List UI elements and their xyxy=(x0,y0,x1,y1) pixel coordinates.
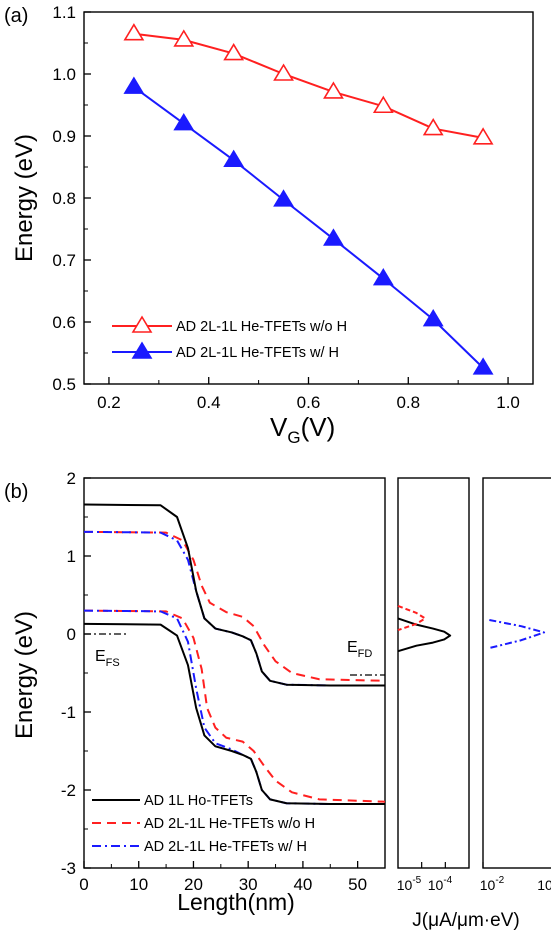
a-point-2 xyxy=(422,308,444,327)
a-point-1 xyxy=(323,81,344,99)
b-ytick-label: -3 xyxy=(61,859,76,878)
a-xtick-label: 0.4 xyxy=(197,393,221,412)
side1-current-1 xyxy=(397,617,452,653)
efs-sub: FS xyxy=(106,657,120,669)
side2-current-1 xyxy=(489,618,546,650)
side1-frame xyxy=(397,477,470,869)
a-xtick-label: 0.8 xyxy=(396,393,420,412)
a-series-line-1 xyxy=(133,32,484,139)
a-point-2 xyxy=(372,268,394,286)
b-ytick-label: -2 xyxy=(61,781,76,800)
a-point-2 xyxy=(223,149,245,167)
b-conduction-band-2 xyxy=(83,530,386,682)
a-point-2 xyxy=(123,76,145,94)
b-ytick-label: 1 xyxy=(67,547,76,566)
b-xtick-label: 30 xyxy=(239,875,258,894)
panel-a-ticks: 0.2 0.4 0.6 0.8 1.0 0.5 0.6 0.7 0.8 0.9 1.0 1.1 xyxy=(52,3,520,412)
a-point-1 xyxy=(472,127,494,145)
a-point-1 xyxy=(273,63,294,81)
panel-b-series xyxy=(83,503,386,806)
a-point-1 xyxy=(372,95,394,114)
a-xtick-label: 0.6 xyxy=(297,393,321,412)
b-ytick-label: 0 xyxy=(67,625,76,644)
b-ytick-label: -1 xyxy=(61,703,76,722)
efs-annotation: EFS xyxy=(95,648,120,669)
panel-a-xlabel-suffix: (V) xyxy=(301,412,336,442)
a-point-1 xyxy=(123,23,145,41)
a-ytick-label: 0.6 xyxy=(52,313,76,332)
b-valence-band-1 xyxy=(83,622,385,806)
panel-a: (a) 0.2 0.4 0.6 0.8 1.0 0.5 0.6 0.7 0.8 0.9 1.0 1.1… xyxy=(4,3,534,447)
b-xtick-label: 20 xyxy=(184,875,203,894)
panel-b-legend: AD 1L Ho-TFETs AD 2L-1L He-TFETs w/o H A… xyxy=(92,793,315,855)
a-point-1 xyxy=(223,42,245,61)
panel-b-xlabel: Length(nm) xyxy=(177,889,295,915)
current-axis-label: J(μA/μm·eV) xyxy=(412,910,519,931)
side2-xtick-exp: -2 xyxy=(495,875,504,886)
legend-label-a-1: AD 2L-1L He-TFETs w/o H xyxy=(176,319,347,335)
b-xtick-label: 40 xyxy=(293,875,312,894)
a-ytick-label: 0.9 xyxy=(52,127,76,146)
a-point-2 xyxy=(173,113,195,131)
efd-annotation: EFD xyxy=(347,639,372,660)
a-point-2 xyxy=(472,357,494,375)
legend-label-b-1: AD 1L Ho-TFETs xyxy=(144,793,253,809)
legend-label-b-3: AD 2L-1L He-TFETs w/ H xyxy=(144,839,307,855)
panel-b-ylabel: Energy (eV) xyxy=(11,611,38,739)
efd-sub: FD xyxy=(358,648,373,660)
panel-a-xlabel-sub: G xyxy=(287,428,300,447)
panel-a-xlabel-main: V xyxy=(270,412,288,442)
side1-xtick-exp: -5 xyxy=(412,875,421,886)
panel-a-series xyxy=(123,23,494,375)
side1-xtick-exp: -4 xyxy=(443,875,452,886)
a-point-1 xyxy=(422,118,444,136)
legend-marker-open-triangle xyxy=(131,315,153,333)
efd-text: E xyxy=(347,639,358,656)
a-point-2 xyxy=(323,228,344,246)
b-xtick-label: 10 xyxy=(129,875,148,894)
efs-text: E xyxy=(95,648,106,665)
b-conduction-band-1 xyxy=(83,503,385,687)
a-ytick-label: 0.5 xyxy=(52,375,76,394)
a-point-2 xyxy=(273,189,294,207)
a-point-1 xyxy=(173,29,195,47)
a-xtick-label: 0.2 xyxy=(97,393,121,412)
panel-a-ylabel: Energy (eV) xyxy=(11,134,38,262)
side2-frame xyxy=(482,477,551,869)
a-ytick-label: 0.7 xyxy=(52,251,76,270)
side1-series xyxy=(397,604,452,653)
b-xtick-label: 50 xyxy=(348,875,367,894)
a-ytick-label: 0.8 xyxy=(52,189,76,208)
b-valence-band-2 xyxy=(83,609,386,803)
a-ytick-label: 1.0 xyxy=(52,65,76,84)
a-xtick-label: 1.0 xyxy=(496,393,520,412)
b-ytick-label: 2 xyxy=(67,469,76,488)
panel-b-label: (b) xyxy=(4,481,28,503)
panel-a-xlabel: VG(V) xyxy=(270,412,335,447)
panel-a-legend: AD 2L-1L He-TFETs w/o H AD 2L-1L He-TFET… xyxy=(112,315,347,361)
side2-series xyxy=(489,618,546,650)
legend-label-a-2: AD 2L-1L He-TFETs w/ H xyxy=(176,345,339,361)
panel-a-label: (a) xyxy=(4,5,28,27)
side2-xtick-label: 10 xyxy=(537,877,551,893)
a-ytick-label: 1.1 xyxy=(52,3,76,22)
b-xtick-label: 0 xyxy=(79,875,88,894)
legend-label-b-2: AD 2L-1L He-TFETs w/o H xyxy=(144,816,315,832)
panel-b-ticks: 0 10 20 30 40 50 -3 -2 -1 0 1 2 xyxy=(61,469,367,894)
legend-marker-filled-triangle xyxy=(131,341,153,359)
